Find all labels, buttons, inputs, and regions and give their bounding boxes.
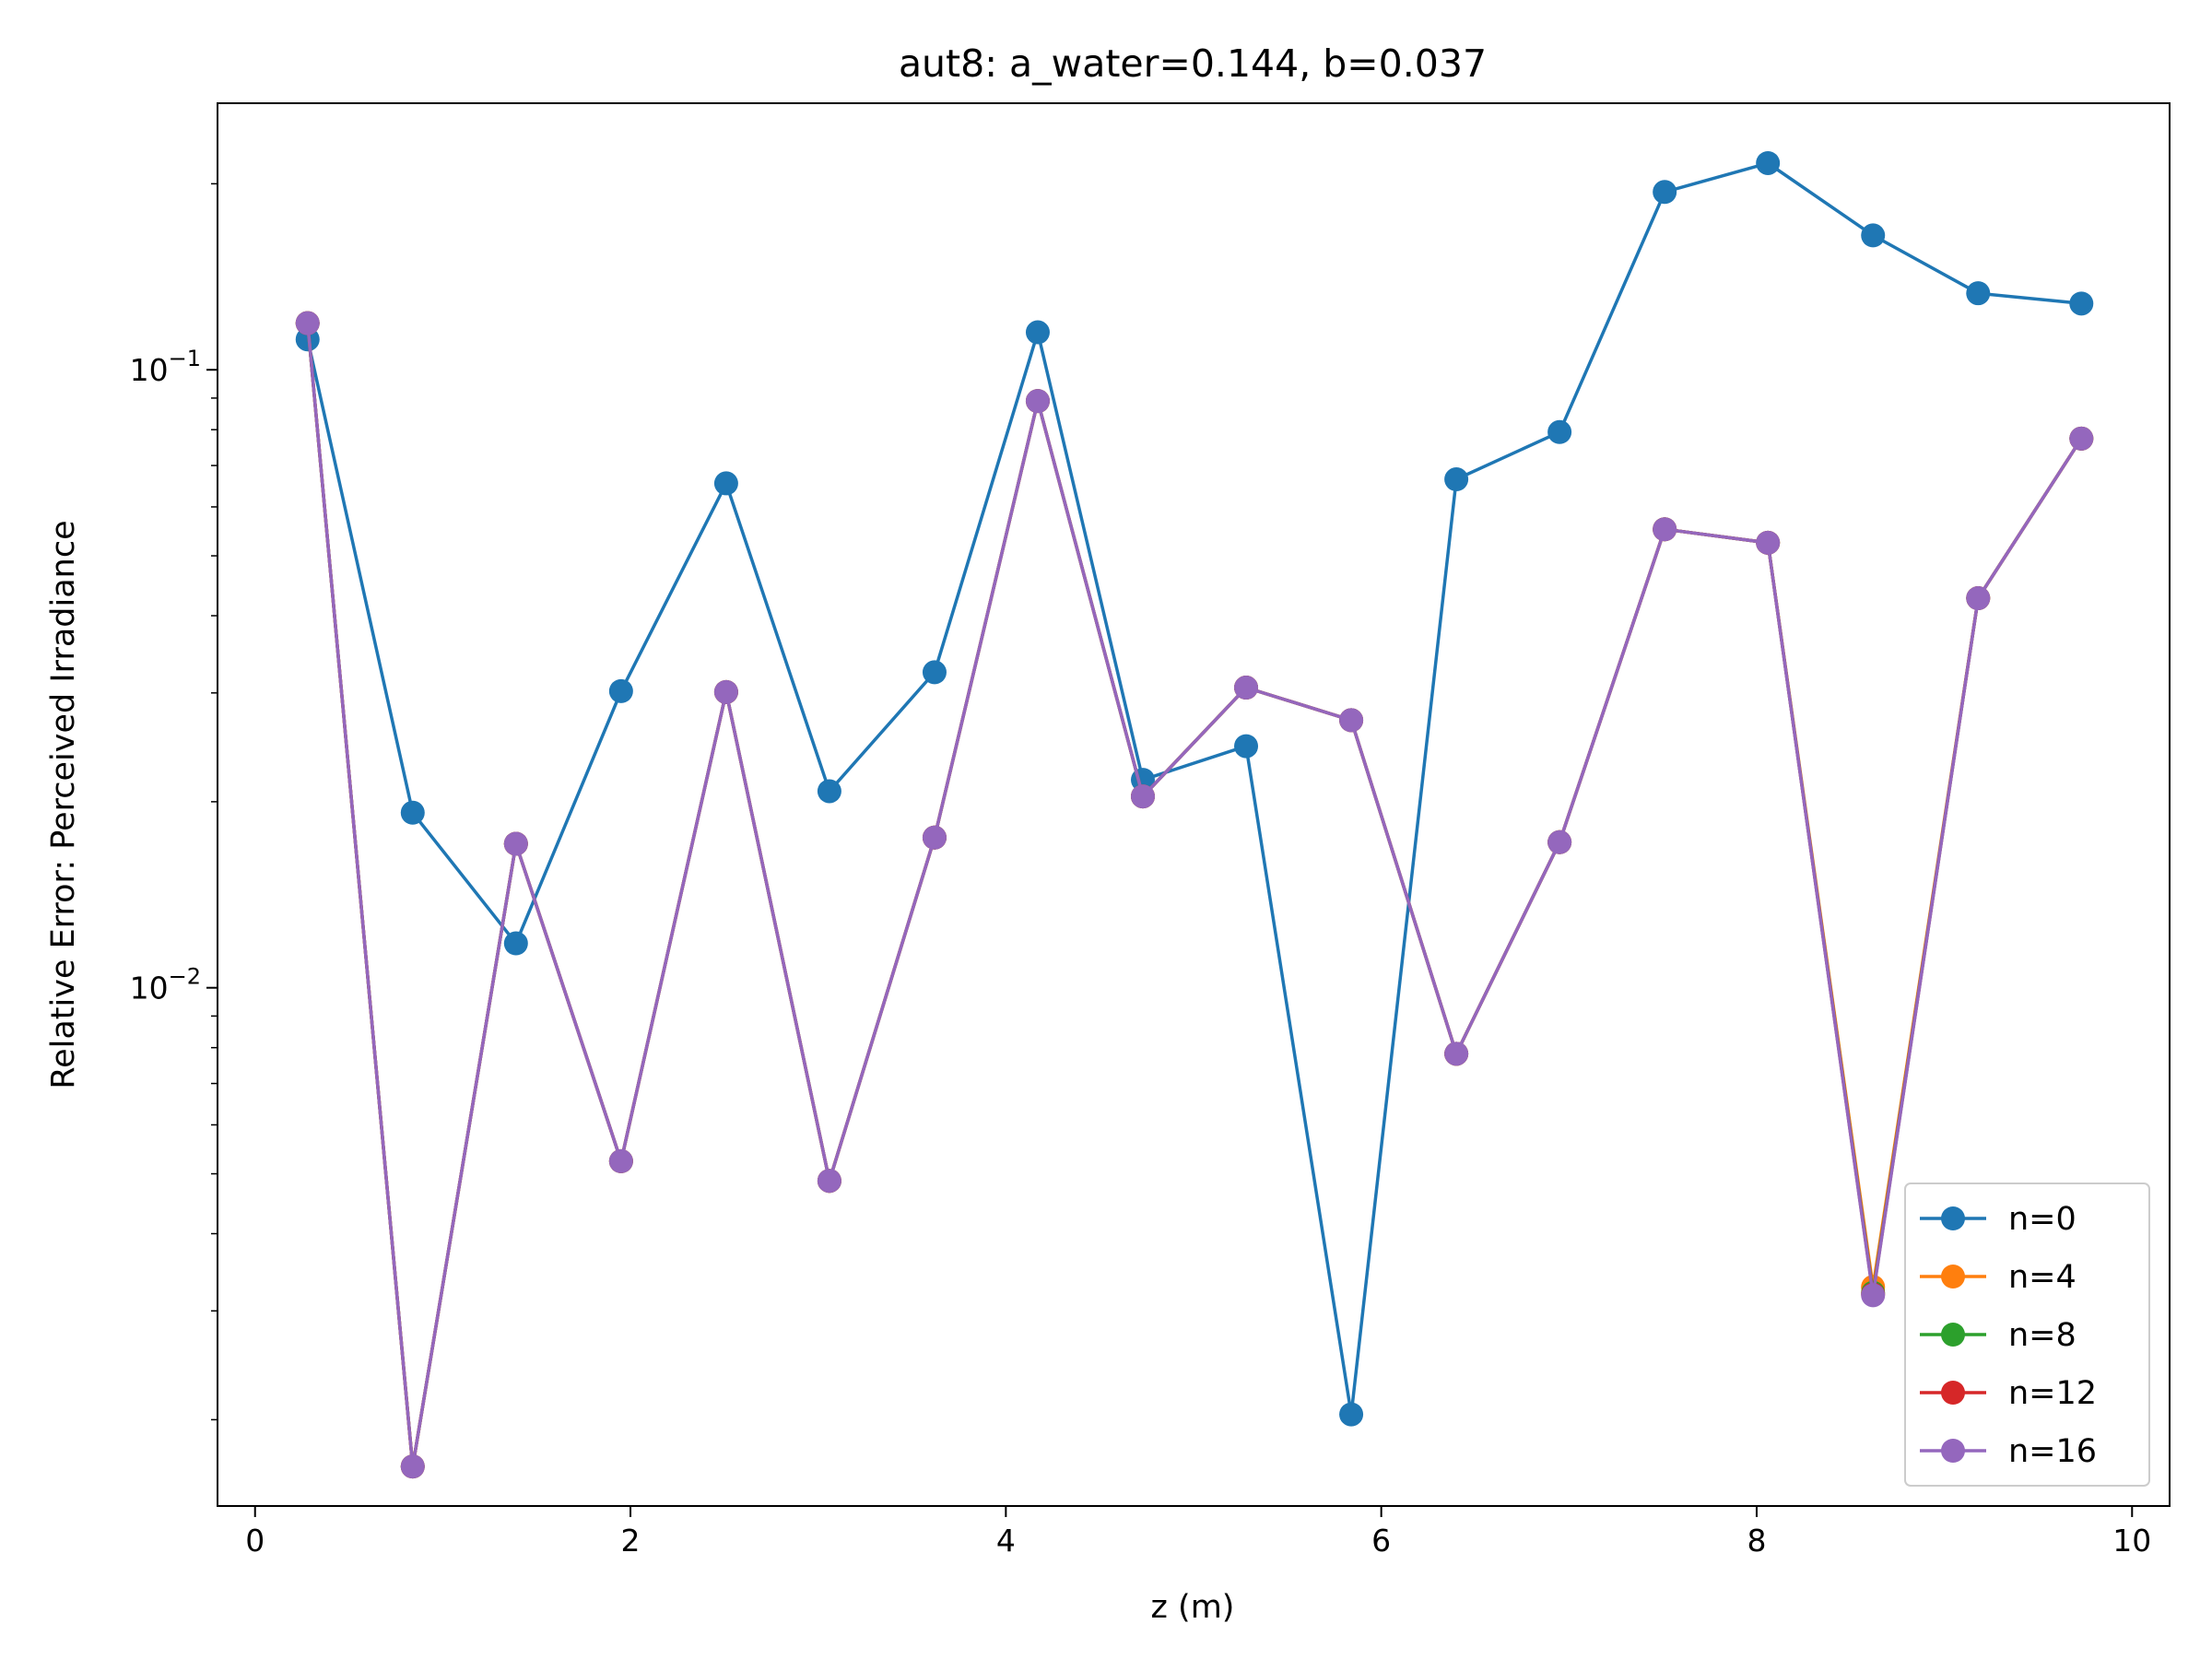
data-point: [713, 679, 738, 704]
data-point: [1025, 320, 1050, 345]
data-point: [1653, 517, 1677, 542]
data-point: [922, 660, 947, 685]
legend-marker: [1941, 1265, 1965, 1288]
legend-label: n=16: [2008, 1433, 2097, 1470]
legend: n=0 n=4 n=8 n=12 n=16: [1904, 1182, 2150, 1487]
x-tick-label: 8: [1747, 1523, 1766, 1559]
legend-item: n=16: [1920, 1433, 2097, 1470]
data-point: [1861, 223, 1886, 248]
data-point: [1131, 784, 1156, 809]
series-n0: [295, 150, 2094, 1427]
x-tick-label: 4: [996, 1523, 1016, 1559]
y-tick-label: 10−1: [130, 346, 201, 388]
chart-title: aut8: a_water=0.144, b=0.037: [899, 41, 1487, 86]
data-point: [1966, 586, 1991, 611]
plot-frame: [217, 102, 2171, 1507]
legend-marker: [1941, 1206, 1965, 1230]
data-point: [1025, 389, 1050, 414]
legend-item: n=4: [1920, 1259, 2077, 1296]
data-point: [922, 825, 947, 850]
data-point: [1547, 419, 1572, 444]
legend-label: n=8: [2008, 1317, 2077, 1354]
data-point: [1966, 281, 1991, 306]
data-point: [1234, 676, 1259, 700]
plot-series: [295, 150, 2094, 1479]
data-point: [1653, 180, 1677, 205]
series-n16: [295, 311, 2094, 1479]
legend-label: n=12: [2008, 1375, 2097, 1412]
data-point: [2069, 291, 2094, 316]
x-tick-label: 0: [245, 1523, 265, 1559]
data-point: [713, 471, 738, 496]
legend-box: [1904, 1182, 2150, 1487]
data-point: [295, 311, 320, 335]
data-point: [1547, 830, 1572, 854]
legend-label: n=4: [2008, 1259, 2077, 1296]
legend-label: n=0: [2008, 1201, 2077, 1238]
data-point: [1234, 734, 1259, 759]
legend-item: n=12: [1920, 1375, 2097, 1412]
data-point: [1339, 1402, 1364, 1427]
legend-marker: [1941, 1381, 1965, 1405]
data-point: [1756, 530, 1781, 555]
y-axis-ticks: 10−2 10−1: [130, 182, 218, 1421]
data-point: [1444, 1041, 1469, 1066]
legend-marker: [1941, 1439, 1965, 1463]
data-point: [1756, 150, 1781, 175]
series-n0-line: [306, 161, 2082, 1417]
data-point: [817, 779, 841, 804]
data-point: [503, 831, 528, 856]
legend-item: n=8: [1920, 1317, 2077, 1354]
data-point: [2069, 426, 2094, 451]
data-point: [608, 1148, 633, 1173]
data-point: [1339, 708, 1364, 733]
data-point: [400, 1454, 425, 1479]
y-tick-label: 10−2: [130, 964, 201, 1006]
x-axis-label: z (m): [1151, 1589, 1235, 1626]
data-point: [1444, 467, 1469, 492]
x-tick-label: 2: [621, 1523, 641, 1559]
data-point: [1861, 1283, 1886, 1308]
x-tick-label: 10: [2112, 1523, 2151, 1559]
legend-marker: [1941, 1323, 1965, 1347]
y-axis-label: Relative Error: Perceived Irradiance: [45, 520, 82, 1088]
data-point: [400, 800, 425, 825]
x-tick-label: 6: [1371, 1523, 1391, 1559]
data-point: [817, 1169, 841, 1194]
data-point: [608, 678, 633, 703]
data-point: [503, 931, 528, 956]
series-n16-line: [306, 323, 2083, 1468]
x-axis-ticks: 0 2 4 6 8 10: [245, 1506, 2151, 1559]
legend-item: n=0: [1920, 1201, 2077, 1238]
